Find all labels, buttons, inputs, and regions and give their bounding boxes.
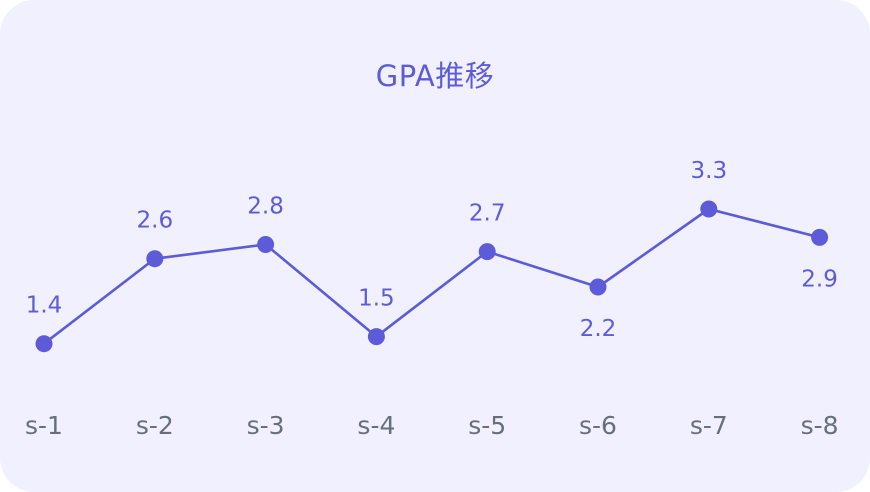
data-label: 2.8 bbox=[247, 194, 284, 220]
series-layer: 1.4 2.6 2.8 1.5 2.7 2.2 3.3 2.9 bbox=[26, 158, 838, 353]
x-tick-label: s-6 bbox=[579, 411, 617, 440]
x-tick-label: s-3 bbox=[247, 411, 285, 440]
x-axis-ticks: s-1 s-2 s-3 s-4 s-5 s-6 s-7 s-8 bbox=[25, 411, 839, 440]
series-line bbox=[42, 207, 821, 346]
data-label: 3.3 bbox=[691, 158, 728, 184]
data-label: 2.6 bbox=[137, 208, 174, 234]
data-point bbox=[589, 278, 607, 296]
x-tick-label: s-8 bbox=[801, 411, 839, 440]
x-tick-label: s-2 bbox=[136, 411, 174, 440]
x-tick-label: s-5 bbox=[468, 411, 506, 440]
data-label: 2.2 bbox=[580, 316, 617, 342]
chart-title: GPA推移 bbox=[375, 59, 495, 93]
data-label: 1.5 bbox=[358, 286, 395, 312]
data-label: 2.7 bbox=[469, 201, 506, 227]
x-tick-label: s-1 bbox=[25, 411, 63, 440]
data-point bbox=[35, 335, 53, 353]
data-label: 2.9 bbox=[801, 266, 838, 292]
data-label: 1.4 bbox=[26, 293, 63, 319]
data-point bbox=[367, 328, 385, 346]
data-point bbox=[146, 250, 164, 268]
x-tick-label: s-7 bbox=[690, 411, 728, 440]
data-point bbox=[257, 236, 275, 253]
data-point bbox=[478, 243, 496, 261]
data-point bbox=[700, 200, 718, 218]
x-tick-label: s-4 bbox=[357, 411, 395, 440]
data-point bbox=[811, 228, 829, 246]
